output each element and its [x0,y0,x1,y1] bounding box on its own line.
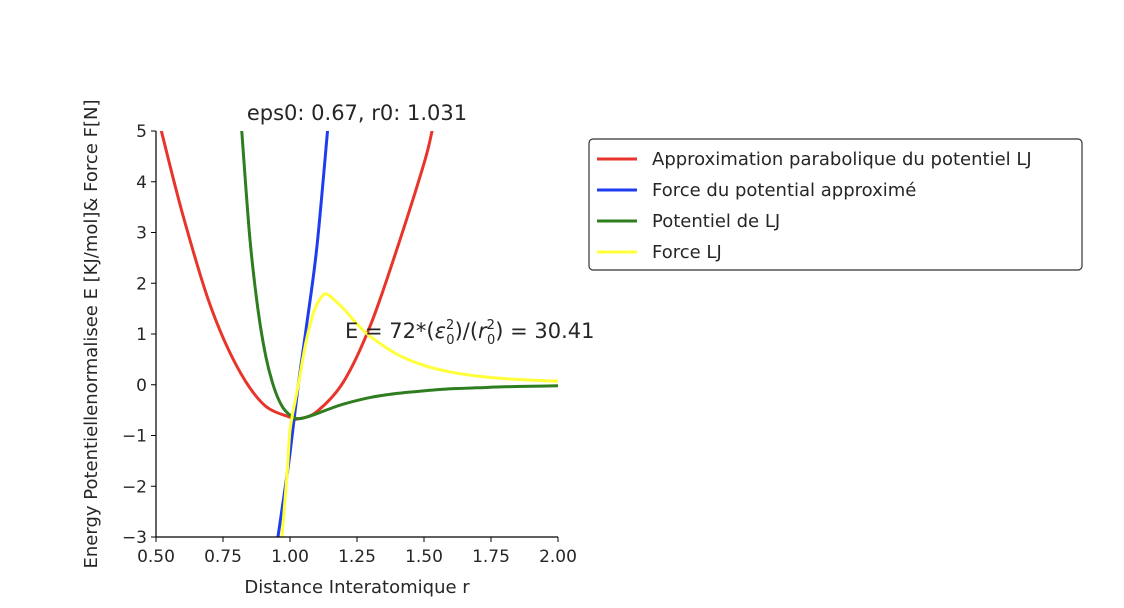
energy-annotation: E = 72*(ε2 0)/(r2 0) = 30.41 [345,318,595,348]
y-tick-label: −1 [122,427,147,447]
x-axis-label: Distance Interatomique r [244,577,470,598]
y-axis-label: Energy Potentiellenormalisee E [KJ/mol]&… [81,100,102,569]
series-line-approx-force [276,131,330,537]
legend-label: Potentiel de LJ [652,211,780,232]
y-tick-label: −3 [122,528,147,548]
legend-label: Force du potential approximé [652,180,916,201]
y-tick-label: 2 [136,274,147,294]
y-tick-label: 4 [136,173,147,193]
x-tick-label: 1.00 [271,547,309,567]
x-tick-label: 0.50 [137,547,175,567]
y-tick-label: −2 [122,477,147,497]
legend-entries: Approximation parabolique du potentiel L… [597,149,1032,263]
y-tick-label: 3 [136,224,147,244]
x-tick-label: 2.00 [539,547,577,567]
legend: Approximation parabolique du potentiel L… [588,138,1083,271]
x-tick-label: 0.75 [204,547,242,567]
y-tick-label: 1 [136,325,147,345]
x-tick-label: 1.25 [338,547,376,567]
x-ticks: 0.50 0.75 1.00 1.25 1.50 1.75 2.00 [137,537,577,567]
y-tick-label: 5 [136,122,147,142]
series-line-parabolic [159,131,434,421]
series-line-lj-potential [240,131,558,421]
legend-label: Force LJ [652,242,722,263]
legend-frame [588,138,1083,271]
series-layer [159,131,558,537]
series-line-lj-force [280,292,558,537]
y-ticks: −3 −2 −1 0 1 2 3 4 5 [122,122,156,548]
y-tick-label: 0 [136,376,147,396]
legend-label: Approximation parabolique du potentiel L… [652,149,1032,170]
x-tick-label: 1.50 [405,547,443,567]
chart-title: eps0: 0.67, r0: 1.031 [247,101,467,125]
x-tick-label: 1.75 [472,547,510,567]
